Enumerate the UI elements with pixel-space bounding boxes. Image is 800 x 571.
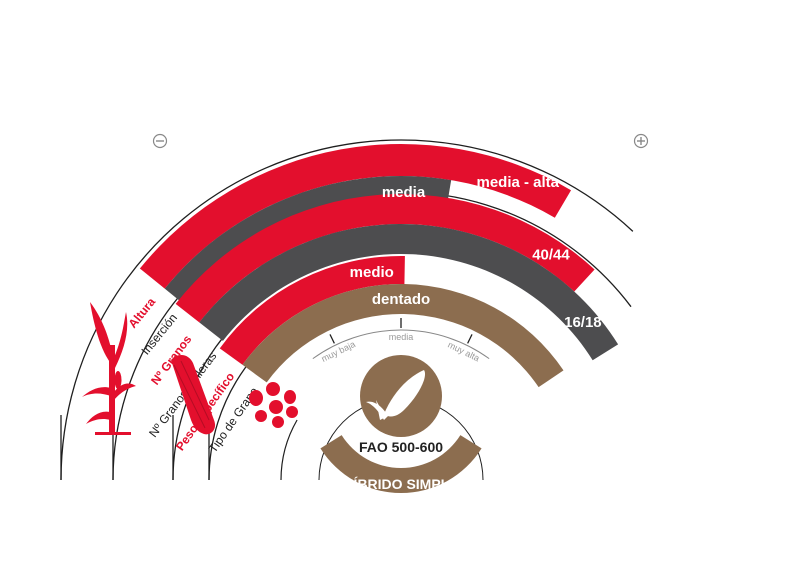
trait-value: 40/44 [532, 246, 570, 263]
trait-values: media - alta media 40/44 16/18 medio dentado [350, 174, 602, 331]
trait-band [199, 223, 619, 361]
corn-plant-icon [82, 302, 136, 435]
trait-value: dentado [372, 291, 430, 308]
mini-scale-label: media [389, 332, 414, 342]
trait-band [175, 193, 595, 323]
trait-name: Altura [125, 295, 158, 331]
hybrid-label: HÍBRIDO SIMPLE [343, 476, 458, 492]
trait-value: media - alta [476, 174, 559, 191]
mini-scale-arc [312, 329, 490, 360]
mini-scale-label: muy baja [320, 339, 357, 364]
trait-band [242, 283, 564, 388]
trait-value: media [382, 184, 426, 201]
scale-arc [60, 139, 634, 481]
corn-cob-icon [171, 354, 216, 435]
inner-edge [280, 419, 298, 481]
trait-band [139, 144, 572, 289]
trait-value: 16/18 [564, 314, 602, 331]
grains-icon [249, 382, 298, 428]
corn-cob-icon [366, 370, 426, 420]
hybrid-band [320, 435, 482, 493]
trait-band [219, 255, 405, 365]
minus-icon [152, 133, 168, 149]
trait-value: medio [350, 264, 394, 281]
mini-scale-tick [329, 334, 335, 344]
plus-icon [633, 133, 649, 149]
center-badge [360, 355, 442, 437]
mini-scale-tick [467, 334, 473, 344]
trait-bands [139, 144, 619, 388]
fao-label: FAO 500-600 [359, 439, 443, 455]
